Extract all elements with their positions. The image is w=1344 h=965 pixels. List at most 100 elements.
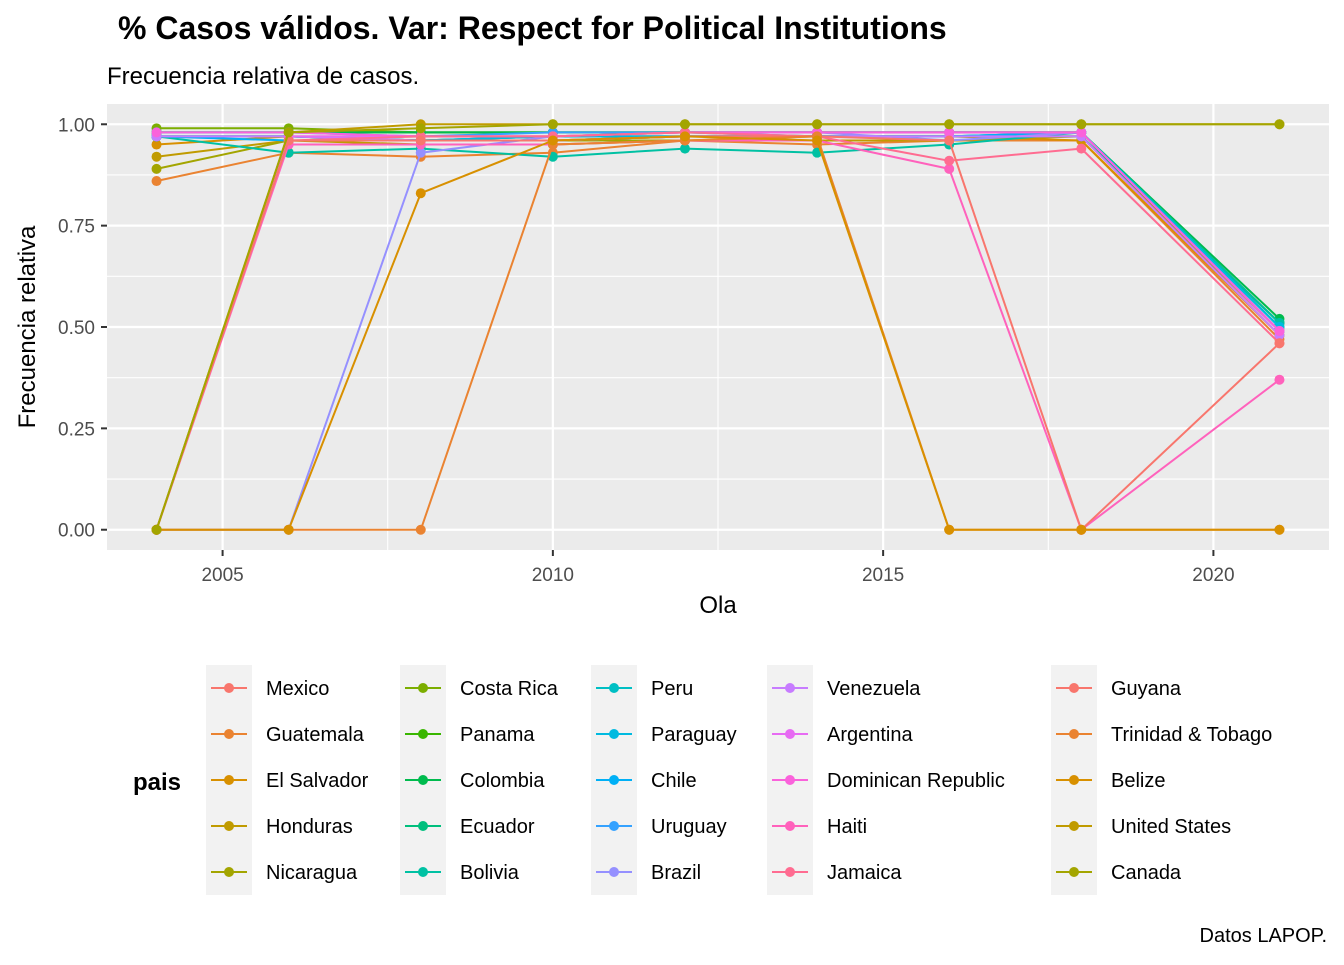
legend-key-point: [785, 867, 795, 877]
legend-label: Jamaica: [827, 862, 902, 884]
legend-key-point: [785, 683, 795, 693]
legend-label: Haiti: [827, 816, 867, 838]
legend-item-uruguay: Uruguay: [591, 803, 727, 849]
legend-label: Argentina: [827, 724, 913, 746]
legend-title: pais: [133, 769, 181, 796]
y-tick-label: 0.00: [58, 521, 95, 542]
legend-key-point: [224, 821, 234, 831]
legend-item-brazil: Brazil: [591, 849, 701, 895]
legend-label: Trinidad & Tobago: [1111, 724, 1272, 746]
legend-item-haiti: Haiti: [767, 803, 867, 849]
legend-item-united-states: United States: [1051, 803, 1231, 849]
legend-label: United States: [1111, 816, 1231, 838]
legend-label: Belize: [1111, 770, 1165, 792]
legend-key-point: [609, 821, 619, 831]
data-point-canada: [1274, 119, 1285, 130]
data-point-bolivia: [679, 143, 690, 154]
x-tick-label: 2020: [1192, 565, 1234, 586]
x-axis-label: Ola: [699, 592, 737, 619]
legend-item-panama: Panama: [400, 711, 535, 757]
legend-label: Peru: [651, 678, 693, 700]
data-point-belize: [415, 188, 426, 199]
legend-key-point: [609, 683, 619, 693]
data-point-belize: [547, 135, 558, 146]
legend-label: Panama: [460, 724, 535, 746]
data-point-guatemala: [151, 176, 162, 187]
legend-item-guatemala: Guatemala: [206, 711, 365, 757]
y-axis-label: Frecuencia relativa: [14, 225, 41, 428]
legend-item-bolivia: Bolivia: [400, 849, 520, 895]
legend-label: El Salvador: [266, 770, 369, 792]
data-point-nicaragua: [151, 163, 162, 174]
chart-title: % Casos válidos. Var: Respect for Politi…: [118, 10, 947, 46]
data-point-canada: [812, 119, 823, 130]
legend-item-el-salvador: El Salvador: [206, 757, 369, 803]
data-point-canada: [151, 524, 162, 535]
legend-key-point: [1069, 729, 1079, 739]
data-point-canada: [679, 119, 690, 130]
legend-label: Canada: [1111, 862, 1182, 884]
legend-item-paraguay: Paraguay: [591, 711, 737, 757]
legend-item-mexico: Mexico: [206, 665, 329, 711]
legend-item-venezuela: Venezuela: [767, 665, 921, 711]
y-tick-label: 0.50: [58, 318, 95, 339]
data-point-belize: [1076, 524, 1087, 535]
legend-item-belize: Belize: [1051, 757, 1165, 803]
legend-item-argentina: Argentina: [767, 711, 913, 757]
legend-item-chile: Chile: [591, 757, 697, 803]
data-point-dominican-republic: [944, 127, 955, 138]
legend-label: Paraguay: [651, 724, 737, 746]
legend-item-trinidad-tobago: Trinidad & Tobago: [1051, 711, 1272, 757]
legend-label: Bolivia: [460, 862, 520, 884]
legend-key-point: [224, 683, 234, 693]
data-point-haiti: [1274, 374, 1285, 385]
legend-item-canada: Canada: [1051, 849, 1182, 895]
legend-key-point: [1069, 775, 1079, 785]
data-point-guyana: [944, 135, 955, 146]
y-tick-label: 0.25: [58, 419, 95, 440]
data-point-canada: [283, 127, 294, 138]
data-point-belize: [283, 524, 294, 535]
series-layer: [151, 119, 1285, 535]
x-tick-label: 2015: [862, 565, 904, 586]
legend-key-point: [609, 867, 619, 877]
legend-key-point: [418, 867, 428, 877]
data-point-belize: [679, 131, 690, 142]
data-point-canada: [547, 119, 558, 130]
data-point-honduras: [151, 151, 162, 162]
legend-item-jamaica: Jamaica: [767, 849, 902, 895]
data-point-belize: [1274, 524, 1285, 535]
x-tick-label: 2005: [201, 565, 243, 586]
legend-key-point: [418, 775, 428, 785]
axes: 2005 2010 2015 2020 0.00 0.25 0.50 0.75 1.00: [58, 115, 1235, 586]
data-point-dominican-republic: [151, 127, 162, 138]
legend-label: Mexico: [266, 678, 329, 700]
data-point-dominican-republic: [1076, 127, 1087, 138]
legend-key-point: [609, 729, 619, 739]
chart-subtitle: Frecuencia relativa de casos.: [107, 63, 419, 90]
data-point-haiti: [944, 163, 955, 174]
chart-caption: Datos LAPOP.: [1200, 925, 1327, 947]
legend-key-point: [224, 775, 234, 785]
legend-label: Dominican Republic: [827, 770, 1005, 792]
data-point-guyana: [415, 135, 426, 146]
legend-key-point: [418, 683, 428, 693]
y-tick-label: 0.75: [58, 217, 95, 238]
legend-item-dominican-republic: Dominican Republic: [767, 757, 1005, 803]
data-point-dominican-republic: [1274, 326, 1285, 337]
legend-key-point: [785, 729, 795, 739]
legend-key-point: [609, 775, 619, 785]
data-point-guyana: [1274, 338, 1285, 349]
legend-item-colombia: Colombia: [400, 757, 545, 803]
y-tick-label: 1.00: [58, 115, 95, 136]
data-point-jamaica: [944, 155, 955, 166]
legend-item-guyana: Guyana: [1051, 665, 1182, 711]
data-point-canada: [1076, 119, 1087, 130]
grid-lines: [107, 104, 1329, 550]
data-point-canada: [415, 123, 426, 134]
legend-key-point: [418, 729, 428, 739]
legend-label: Brazil: [651, 862, 701, 884]
legend-item-honduras: Honduras: [206, 803, 353, 849]
